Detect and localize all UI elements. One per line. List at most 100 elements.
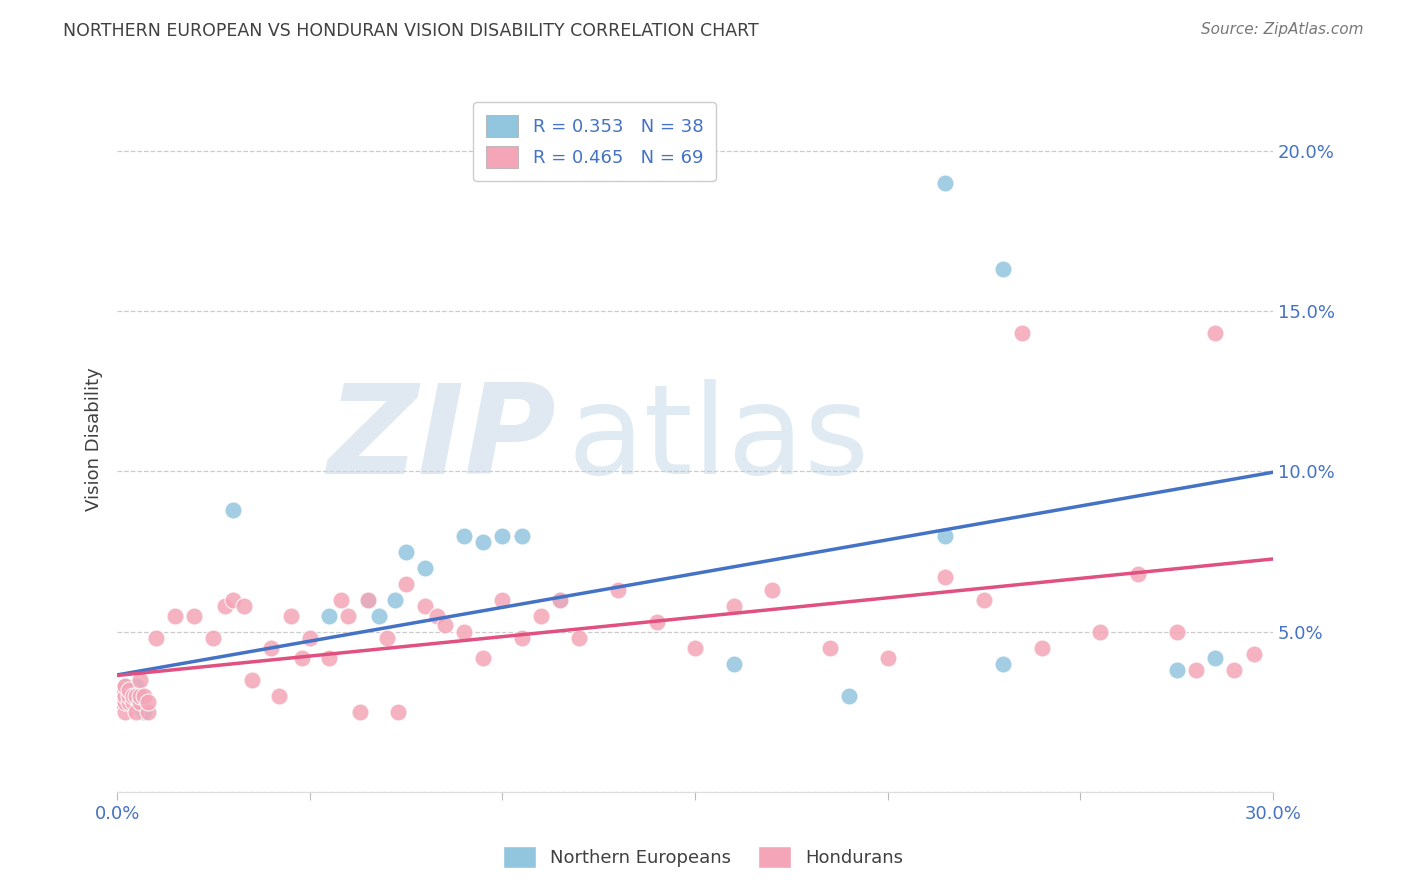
Point bbox=[121, 689, 143, 703]
Point bbox=[607, 583, 630, 598]
Point bbox=[818, 640, 841, 655]
Point bbox=[761, 583, 783, 598]
Point bbox=[973, 592, 995, 607]
Point bbox=[110, 695, 132, 709]
Point bbox=[876, 650, 898, 665]
Point bbox=[114, 695, 136, 709]
Point bbox=[129, 689, 152, 703]
Point bbox=[136, 695, 159, 709]
Point bbox=[202, 632, 225, 646]
Point bbox=[356, 592, 378, 607]
Point bbox=[415, 560, 437, 574]
Point bbox=[125, 698, 148, 713]
Point bbox=[723, 599, 745, 614]
Point bbox=[453, 528, 475, 542]
Point bbox=[121, 695, 143, 709]
Point bbox=[129, 695, 152, 709]
Point bbox=[183, 608, 205, 623]
Point bbox=[318, 608, 340, 623]
Point bbox=[1126, 567, 1149, 582]
Point bbox=[129, 695, 152, 709]
Point bbox=[838, 689, 860, 703]
Point bbox=[136, 705, 159, 719]
Point bbox=[114, 680, 136, 694]
Point bbox=[163, 608, 186, 623]
Point bbox=[291, 650, 314, 665]
Point bbox=[356, 592, 378, 607]
Point bbox=[318, 650, 340, 665]
Point bbox=[125, 705, 148, 719]
Text: ZIP: ZIP bbox=[328, 379, 557, 500]
Point bbox=[118, 695, 141, 709]
Point bbox=[375, 632, 398, 646]
Point bbox=[118, 695, 141, 709]
Point bbox=[723, 657, 745, 671]
Point bbox=[548, 592, 571, 607]
Point bbox=[105, 689, 128, 703]
Point bbox=[121, 689, 143, 703]
Text: Source: ZipAtlas.com: Source: ZipAtlas.com bbox=[1201, 22, 1364, 37]
Y-axis label: Vision Disability: Vision Disability bbox=[86, 368, 103, 511]
Point bbox=[368, 608, 391, 623]
Point bbox=[114, 695, 136, 709]
Point bbox=[118, 689, 141, 703]
Point bbox=[240, 673, 263, 687]
Point bbox=[298, 632, 321, 646]
Legend: Northern Europeans, Hondurans: Northern Europeans, Hondurans bbox=[492, 835, 914, 879]
Point bbox=[121, 695, 143, 709]
Point bbox=[426, 608, 449, 623]
Point bbox=[1223, 664, 1246, 678]
Point bbox=[337, 608, 360, 623]
Point bbox=[1243, 648, 1265, 662]
Legend: R = 0.353   N = 38, R = 0.465   N = 69: R = 0.353 N = 38, R = 0.465 N = 69 bbox=[472, 103, 716, 181]
Point bbox=[105, 689, 128, 703]
Point bbox=[510, 528, 533, 542]
Point bbox=[548, 592, 571, 607]
Point bbox=[114, 689, 136, 703]
Point bbox=[510, 632, 533, 646]
Point bbox=[934, 176, 956, 190]
Point bbox=[222, 503, 245, 517]
Point bbox=[395, 544, 418, 558]
Point bbox=[993, 657, 1015, 671]
Point bbox=[260, 640, 283, 655]
Point bbox=[433, 618, 456, 632]
Point bbox=[1088, 624, 1111, 639]
Point bbox=[453, 624, 475, 639]
Point bbox=[233, 599, 256, 614]
Point bbox=[1011, 326, 1033, 341]
Point bbox=[222, 592, 245, 607]
Point bbox=[110, 682, 132, 697]
Point bbox=[530, 608, 553, 623]
Point bbox=[118, 689, 141, 703]
Point bbox=[114, 680, 136, 694]
Point bbox=[1031, 640, 1053, 655]
Point bbox=[1204, 326, 1226, 341]
Point bbox=[568, 632, 591, 646]
Text: NORTHERN EUROPEAN VS HONDURAN VISION DISABILITY CORRELATION CHART: NORTHERN EUROPEAN VS HONDURAN VISION DIS… bbox=[63, 22, 759, 40]
Point bbox=[118, 682, 141, 697]
Point bbox=[683, 640, 706, 655]
Text: atlas: atlas bbox=[568, 379, 870, 500]
Point bbox=[134, 705, 156, 719]
Point bbox=[110, 689, 132, 703]
Point bbox=[214, 599, 236, 614]
Point bbox=[329, 592, 352, 607]
Point bbox=[1185, 664, 1208, 678]
Point bbox=[110, 682, 132, 697]
Point bbox=[267, 689, 290, 703]
Point bbox=[1204, 650, 1226, 665]
Point bbox=[472, 650, 495, 665]
Point bbox=[145, 632, 167, 646]
Point bbox=[415, 599, 437, 614]
Point bbox=[129, 689, 152, 703]
Point bbox=[125, 689, 148, 703]
Point bbox=[491, 592, 513, 607]
Point bbox=[1166, 664, 1188, 678]
Point bbox=[121, 689, 143, 703]
Point bbox=[134, 689, 156, 703]
Point bbox=[384, 592, 406, 607]
Point bbox=[387, 705, 409, 719]
Point bbox=[129, 673, 152, 687]
Point bbox=[1166, 624, 1188, 639]
